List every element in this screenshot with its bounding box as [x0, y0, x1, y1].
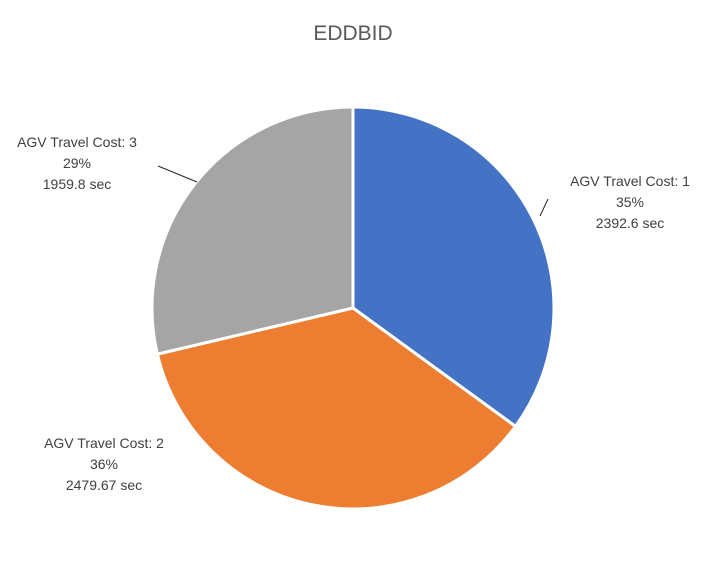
- data-label-category: AGV Travel Cost: 2: [44, 435, 164, 451]
- leader-line-3: [157, 165, 198, 183]
- data-label-category: AGV Travel Cost: 3: [17, 134, 137, 150]
- data-label-3: AGV Travel Cost: 3 29% 1959.8 sec: [17, 134, 137, 192]
- data-label-value: 1959.8 sec: [43, 176, 112, 192]
- pie-slice-2: [155, 306, 517, 511]
- pie-slice-1: [351, 105, 556, 428]
- data-label-value: 2392.6 sec: [596, 215, 665, 231]
- data-label-category: AGV Travel Cost: 1: [570, 173, 690, 189]
- pie-slices: [150, 105, 556, 511]
- leader-lines: [157, 165, 549, 217]
- data-label-percent: 35%: [616, 194, 644, 210]
- chart-title: EDDBID: [313, 22, 392, 45]
- data-label-value: 2479.67 sec: [66, 477, 142, 493]
- pie-slice-3: [150, 105, 355, 356]
- data-label-2: AGV Travel Cost: 2 36% 2479.67 sec: [44, 435, 164, 493]
- leader-line-1: [539, 198, 549, 217]
- data-label-percent: 29%: [63, 155, 91, 171]
- data-label-1: AGV Travel Cost: 1 35% 2392.6 sec: [570, 173, 690, 231]
- data-label-percent: 36%: [90, 456, 118, 472]
